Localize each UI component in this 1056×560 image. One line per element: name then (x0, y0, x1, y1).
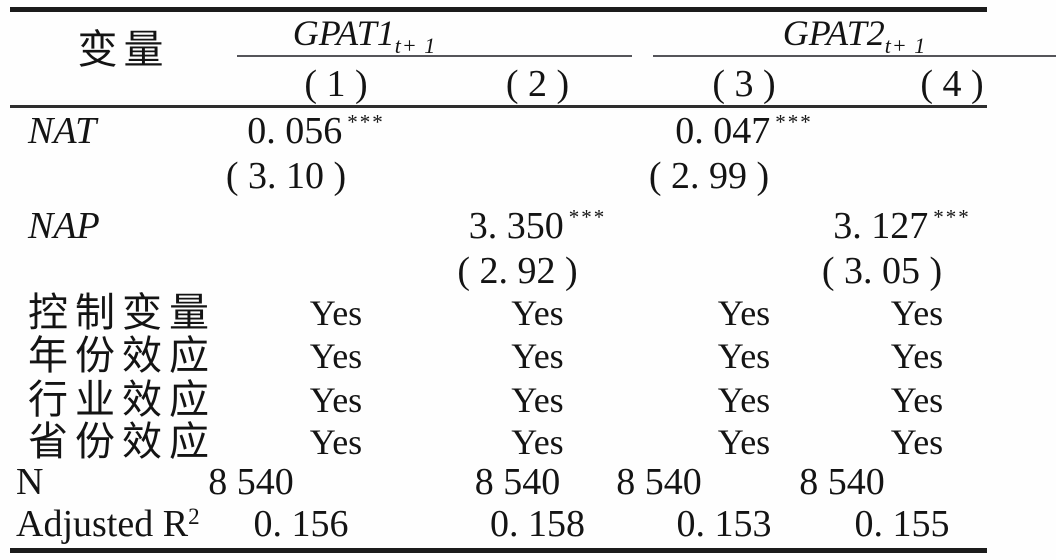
gpat1-spanner-rule (237, 55, 632, 57)
row-adjusted-r2: Adjusted R2 0. 156 0. 158 0. 153 0. 155 (10, 502, 1056, 546)
adjusted-r2-superscript: 2 (188, 504, 200, 529)
adjr2-col3: 0. 153 (676, 503, 772, 545)
year-col1: Yes (309, 336, 363, 376)
nap-stars-col2: *** (568, 205, 607, 229)
nat-stars-col3: *** (775, 110, 813, 134)
nat-stars-col1: *** (347, 110, 385, 134)
row-nap-tstat: ( 2. 92 ) ( 3. 05 ) (10, 250, 1056, 292)
row-label-adjusted-r2: Adjusted R2 (10, 505, 237, 543)
gpat1-label: GPAT1 (292, 13, 395, 53)
row-label-year-effects: 年份效应 (28, 333, 216, 378)
row-province-effects: 省份效应 Yes Yes Yes Yes (10, 422, 1056, 462)
nat-coef-col3: 0. 047 *** (640, 110, 848, 152)
n-col1: 8 540 (208, 461, 294, 503)
nap-coef-col4: 3. 127 *** (798, 205, 1006, 247)
row-nat-tstat: ( 3. 10 ) ( 2. 99 ) (10, 154, 1056, 198)
n-col4: 8 540 (799, 461, 885, 503)
province-col1: Yes (309, 422, 363, 462)
row-n: N 8 540 8 540 8 540 8 540 (10, 462, 1056, 502)
gpat2-subscript: t+ 1 (884, 33, 927, 58)
year-col2: Yes (511, 336, 564, 376)
nat-coef-col1-value: 0. 056 (247, 110, 343, 152)
nap-stars-col4: *** (933, 205, 971, 229)
industry-col4: Yes (890, 380, 944, 420)
gpat2-spanner-rule (653, 55, 1056, 57)
column-number-row: ( 1 ) ( 2 ) ( 3 ) ( 4 ) (10, 64, 1056, 104)
nat-coef-col3-value: 0. 047 (675, 110, 771, 152)
controls-col2: Yes (511, 293, 564, 333)
adjr2-col2: 0. 158 (490, 503, 585, 545)
header-group-gpat1: GPAT1t+ 1 (167, 12, 562, 67)
province-col2: Yes (511, 422, 564, 462)
nap-coef-col2: 3. 350 *** (435, 205, 640, 247)
table-top-rule (10, 7, 987, 12)
adjusted-r2-text: Adjusted R (16, 503, 189, 545)
row-nat-coef: NAT 0. 056 *** 0. 047 *** (10, 108, 1056, 154)
n-col3: 8 540 (616, 461, 702, 503)
header-variable-label: 变量 (77, 27, 170, 72)
row-label-nap: NAP (28, 205, 100, 247)
industry-col2: Yes (511, 380, 564, 420)
adjr2-col4: 0. 155 (854, 503, 950, 545)
n-col2: 8 540 (474, 461, 561, 503)
column-header-3: ( 3 ) (712, 63, 776, 105)
nap-coef-col4-value: 3. 127 (833, 205, 929, 247)
industry-col1: Yes (309, 380, 363, 420)
column-header-4: ( 4 ) (920, 63, 984, 105)
nap-coef-col2-value: 3. 350 (468, 205, 564, 247)
row-label-province-effects: 省份效应 (28, 419, 216, 464)
controls-col4: Yes (890, 293, 944, 333)
row-label-industry-effects: 行业效应 (28, 377, 216, 422)
year-col4: Yes (890, 336, 944, 376)
adjr2-col1: 0. 156 (253, 503, 349, 545)
row-label-nat: NAT (28, 110, 97, 152)
row-controls: 控制变量 Yes Yes Yes Yes (10, 292, 1056, 334)
nap-tstat-col4: ( 3. 05 ) (821, 250, 943, 292)
province-col3: Yes (717, 422, 771, 462)
gpat2-label: GPAT2 (782, 13, 885, 53)
province-col4: Yes (890, 422, 944, 462)
nat-tstat-col1: ( 3. 10 ) (225, 155, 347, 197)
column-header-2: ( 2 ) (505, 63, 570, 105)
header-group-gpat2: GPAT2t+ 1 (653, 12, 1056, 67)
row-nap-coef: NAP 3. 350 *** 3. 127 *** (10, 202, 1056, 250)
nat-tstat-col3: ( 2. 99 ) (648, 155, 770, 197)
row-industry-effects: 行业效应 Yes Yes Yes Yes (10, 378, 1056, 422)
industry-col3: Yes (717, 380, 771, 420)
controls-col1: Yes (309, 293, 363, 333)
row-label-n: N (16, 461, 44, 503)
row-year-effects: 年份效应 Yes Yes Yes Yes (10, 334, 1056, 378)
year-col3: Yes (717, 336, 771, 376)
nat-coef-col1: 0. 056 *** (217, 110, 415, 152)
controls-col3: Yes (717, 293, 771, 333)
header-separator-rule (10, 105, 987, 108)
column-header-1: ( 1 ) (304, 63, 368, 105)
row-label-controls: 控制变量 (28, 290, 216, 335)
table-bottom-rule (10, 548, 987, 553)
nap-tstat-col2: ( 2. 92 ) (457, 250, 578, 292)
gpat1-subscript: t+ 1 (394, 33, 437, 58)
